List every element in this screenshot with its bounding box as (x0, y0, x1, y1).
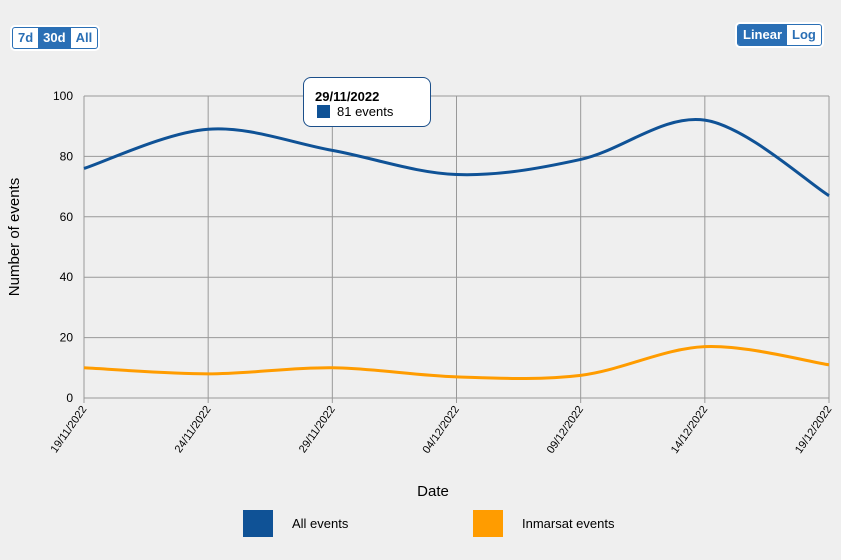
x-tick-label: 19/12/2022 (793, 404, 834, 456)
range-all-button[interactable]: All (75, 30, 93, 45)
series-line-all-events (83, 117, 830, 197)
y-tick-label: 0 (66, 391, 73, 405)
legend-label-inmarsat-events: Inmarsat events (522, 516, 615, 531)
data-point-all-events (827, 194, 831, 198)
data-point-all-events (330, 148, 334, 152)
data-point-inmarsat-events (82, 366, 86, 370)
x-axis-title: Date (417, 483, 449, 500)
y-tick-label: 100 (53, 89, 73, 103)
data-point-inmarsat-events (579, 373, 583, 377)
data-point-all-events (703, 118, 707, 122)
line-chart: 0 20 40 60 80 100 19/11/2022 24/11/2022 29/11/20… (6, 89, 834, 500)
y-tick-label: 80 (60, 149, 74, 163)
legend-item-inmarsat-events[interactable]: Inmarsat events (473, 510, 615, 537)
y-axis-title: Number of events (6, 178, 23, 296)
data-tooltip: 29/11/2022 81 events (303, 77, 431, 127)
data-point-all-events (579, 157, 583, 161)
data-point-all-events (206, 127, 210, 131)
data-point-inmarsat-events (330, 366, 334, 370)
x-tick-label: 29/11/2022 (297, 404, 338, 455)
legend-swatch-all-events (243, 510, 273, 537)
y-tick-label: 20 (60, 331, 74, 345)
data-point-inmarsat-events (703, 345, 707, 349)
tooltip-date: 29/11/2022 (315, 89, 380, 104)
tooltip-value: 81 events (337, 104, 394, 119)
x-tick-label: 14/12/2022 (669, 404, 710, 456)
data-point-inmarsat-events (455, 375, 459, 379)
range-7d-button[interactable]: 7d (18, 30, 34, 45)
data-point-inmarsat-events (827, 363, 831, 367)
legend-swatch-inmarsat-events (473, 510, 503, 537)
y-tick-label: 60 (60, 210, 74, 224)
data-point-all-events (455, 173, 459, 177)
x-tick-label: 09/12/2022 (545, 404, 586, 456)
scale-linear-button[interactable]: Linear (738, 25, 788, 45)
series-line-inmarsat-events (83, 345, 830, 380)
y-tick-label: 40 (60, 270, 74, 284)
range-30d-button[interactable]: 30d (38, 28, 71, 48)
x-tick-label: 19/11/2022 (49, 404, 90, 455)
scale-log-button[interactable]: Log (792, 27, 816, 42)
tooltip-series-swatch (317, 105, 330, 118)
data-point-all-events (82, 166, 86, 170)
legend-item-all-events[interactable]: All events (243, 510, 348, 537)
data-point-inmarsat-events (206, 372, 210, 376)
scale-toggle: Linear Log (737, 24, 822, 46)
x-tick-label: 24/11/2022 (173, 404, 214, 455)
time-range-toggle: 7d 30d All (12, 27, 99, 49)
x-tick-label: 04/12/2022 (421, 404, 462, 456)
legend-label-all-events: All events (292, 516, 349, 531)
